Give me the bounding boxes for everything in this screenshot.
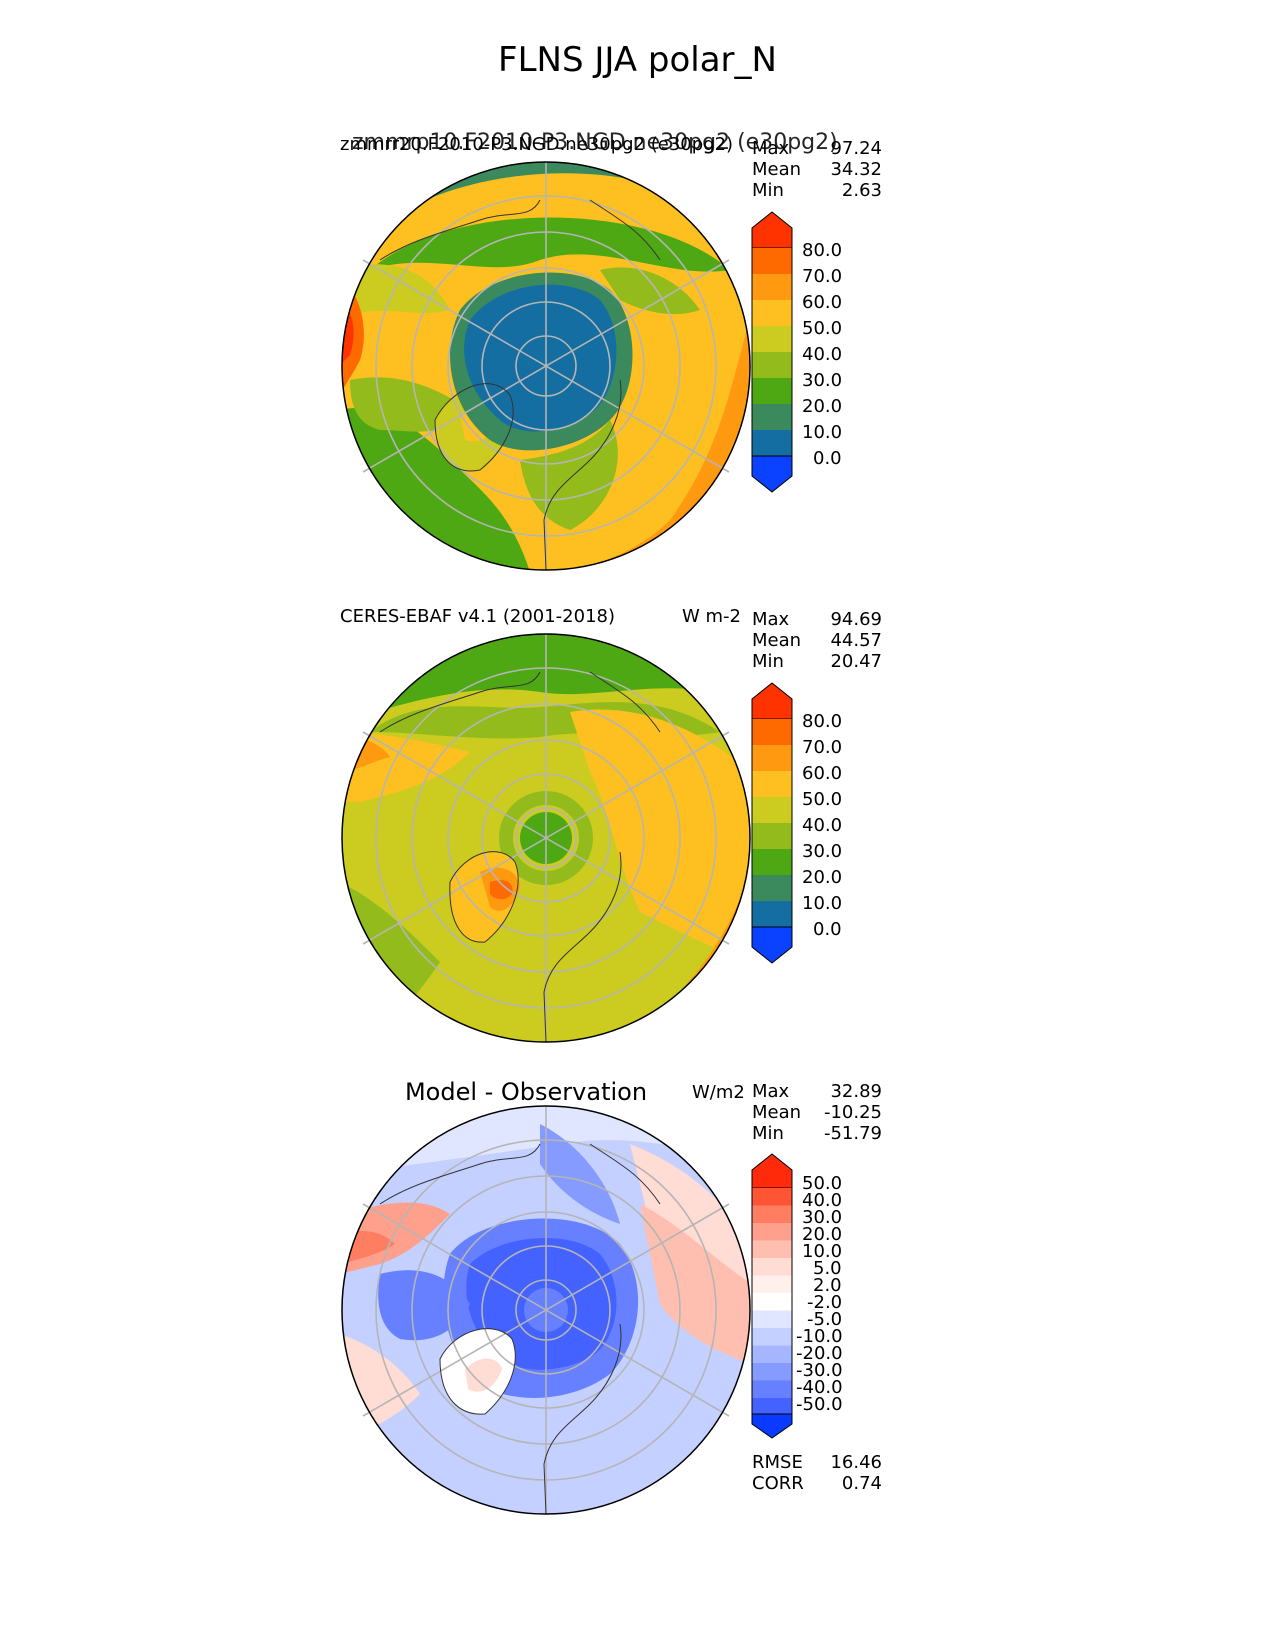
colorbar-tick: 40.0 (802, 344, 843, 365)
stat-value: 32.89 (830, 1081, 882, 1102)
panel3-units: W/m2 (692, 1082, 745, 1103)
stat-label: Max (752, 138, 790, 159)
colorbar-tick: 20.0 (802, 1224, 843, 1245)
panel1-stats: Max 97.24 Mean 34.32 Min 2.63 (752, 138, 882, 201)
panel3-error-stats: RMSE 16.46 CORR 0.74 (752, 1452, 882, 1494)
stat-label: RMSE (752, 1452, 803, 1473)
panel1-polar-map (341, 161, 751, 571)
panel1-title-overlay: zmmrp10.F2010-P3.NGD.ne30pg2 (e30pg2) (352, 130, 838, 155)
colorbar-tick: 20.0 (802, 867, 843, 888)
colorbar-tick: 20.0 (802, 396, 843, 417)
colorbar-tick: 30.0 (802, 841, 843, 862)
colorbar-tick: 60.0 (802, 292, 843, 313)
stat-value: 44.57 (830, 630, 882, 651)
panel2-stats: Max 94.69 Mean 44.57 Min 20.47 (752, 609, 882, 672)
stat-label: Mean (752, 630, 802, 651)
stat-label: Min (752, 180, 784, 201)
stat-value: 34.32 (830, 159, 882, 180)
stat-value: 20.47 (830, 651, 882, 672)
panel1-colorbar (751, 211, 793, 493)
stat-value: 0.74 (841, 1473, 882, 1494)
stat-value: 94.69 (830, 609, 882, 630)
panel3-coastlines (379, 1143, 661, 1515)
stat-label: Min (752, 651, 784, 672)
colorbar-tick: 30.0 (802, 370, 843, 391)
colorbar-tick: -5.0 (807, 1309, 843, 1330)
panel2-units: W m-2 (682, 606, 742, 627)
panel3-title: Model - Observation (404, 1078, 648, 1106)
colorbar-tick: 40.0 (802, 1190, 843, 1211)
panel2-title: CERES-EBAF v4.1 (2001-2018) (340, 606, 616, 627)
stat-value: 16.46 (830, 1452, 882, 1473)
panel1-title: zmmrr20.F2010-P3.NGD.ne30pg2 (e30pg2) (340, 134, 734, 155)
colorbar-tick: -20.0 (796, 1343, 843, 1364)
colorbar-tick: 10.0 (802, 893, 843, 914)
colorbar-tick: 50.0 (802, 789, 843, 810)
panel3-graticule (362, 1106, 730, 1514)
colorbar-tick: 30.0 (802, 1207, 843, 1228)
colorbar-tick: 80.0 (802, 240, 843, 261)
stat-value: 97.24 (830, 138, 882, 159)
panel1-coastlines (379, 199, 661, 571)
colorbar-tick: 2.0 (813, 1275, 842, 1296)
stat-label: Min (752, 1123, 784, 1144)
stat-label: CORR (752, 1473, 804, 1494)
colorbar-tick: 5.0 (813, 1258, 842, 1279)
stat-value: 2.63 (841, 180, 882, 201)
stat-value: -51.79 (823, 1123, 882, 1144)
colorbar-tick: 0.0 (813, 448, 842, 469)
colorbar-tick: 10.0 (802, 422, 843, 443)
colorbar-tick: 80.0 (802, 711, 843, 732)
colorbar-tick: -50.0 (796, 1394, 843, 1415)
figure-title: FLNS JJA polar_N (498, 40, 777, 80)
panel3-polar-map (341, 1105, 751, 1515)
colorbar-tick: 0.0 (813, 919, 842, 940)
colorbar-tick: 10.0 (802, 1241, 843, 1262)
colorbar-tick: 50.0 (802, 318, 843, 339)
panel3-colorbar (751, 1153, 793, 1439)
colorbar-tick: -40.0 (796, 1377, 843, 1398)
colorbar-tick: 70.0 (802, 266, 843, 287)
colorbar-tick: 60.0 (802, 763, 843, 784)
panel2-coastlines (379, 671, 661, 1043)
stat-label: Mean (752, 1102, 802, 1123)
stat-label: Max (752, 609, 790, 630)
colorbar-tick: -30.0 (796, 1360, 843, 1381)
stat-value: -10.25 (823, 1102, 882, 1123)
stat-label: Mean (752, 159, 802, 180)
panel2-graticule (362, 634, 730, 1042)
panel1-graticule (362, 162, 730, 570)
panel3-stats: Max 32.89 Mean -10.25 Min -51.79 (752, 1081, 882, 1144)
colorbar-tick: -10.0 (796, 1326, 843, 1347)
colorbar-tick: 70.0 (802, 737, 843, 758)
colorbar-tick: -2.0 (807, 1292, 843, 1313)
panel2-colorbar (751, 682, 793, 964)
stat-label: Max (752, 1081, 790, 1102)
panel2-polar-map (341, 633, 751, 1043)
colorbar-tick: 50.0 (802, 1173, 843, 1194)
colorbar-tick: 40.0 (802, 815, 843, 836)
